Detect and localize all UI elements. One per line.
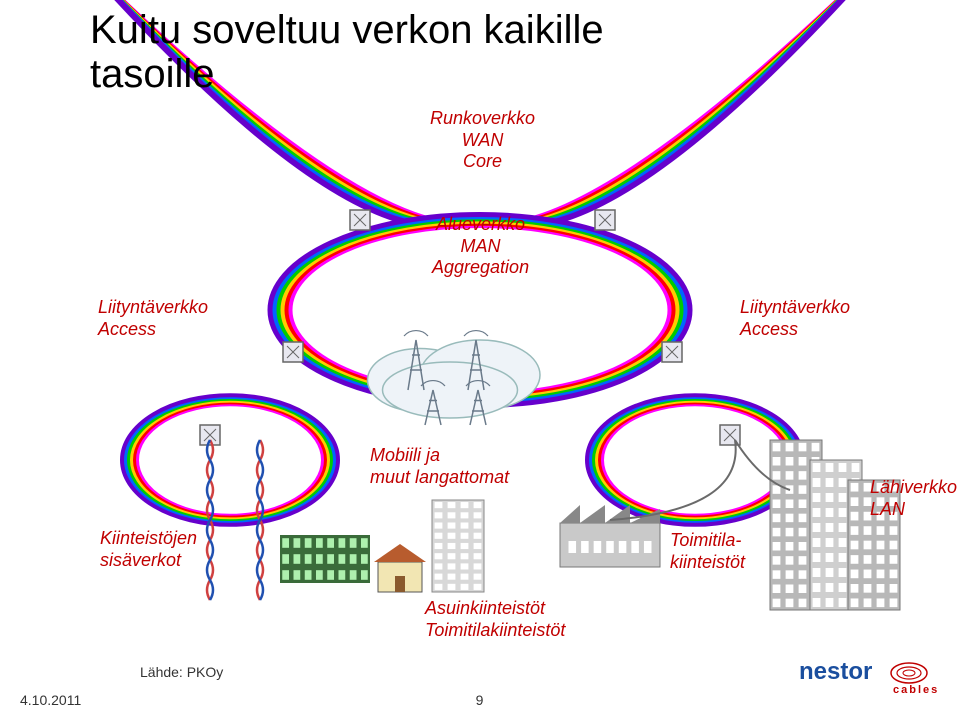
- label-liityntaverkko-left: LiityntäverkkoAccess: [98, 297, 208, 340]
- footer-source: Lähde: PKOy: [140, 664, 223, 680]
- label-liityntaverkko-right: LiityntäverkkoAccess: [740, 297, 850, 340]
- label-toimitila: Toimitila-kiinteistöt: [670, 530, 745, 573]
- label-alueverkko: AlueverkkoMANAggregation: [432, 214, 529, 279]
- label-kiinteistojen: Kiinteistöjensisäverkot: [100, 528, 197, 571]
- label-mobiili: Mobiili jamuut langattomat: [370, 445, 509, 488]
- label-asuin: AsuinkiinteistötToimitilakiinteistöt: [425, 598, 565, 641]
- slide: Kuitu soveltuu verkon kaikille tasoille …: [0, 0, 959, 718]
- label-runkoverkko: RunkoverkkoWANCore: [430, 108, 535, 173]
- label-lahiverkko: LähiverkkoLAN: [870, 477, 957, 520]
- page-title: Kuitu soveltuu verkon kaikille tasoille: [90, 8, 604, 96]
- footer-date: 4.10.2011: [20, 692, 81, 708]
- footer-page: 9: [476, 692, 484, 708]
- logo-sub: cables: [893, 684, 939, 696]
- logo-text: nestor: [799, 658, 872, 685]
- nestor-logo: nestor cables: [799, 657, 939, 706]
